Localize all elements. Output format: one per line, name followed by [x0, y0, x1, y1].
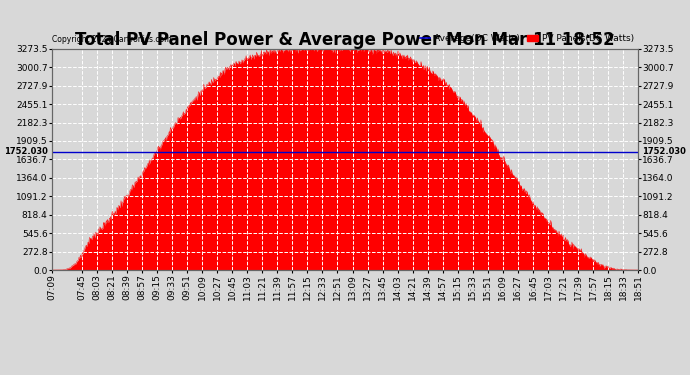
Text: Copyright 2024 Cartronics.com: Copyright 2024 Cartronics.com	[52, 35, 171, 44]
Text: 1752.030: 1752.030	[3, 147, 48, 156]
Legend: Average(DC Watts), PV Panels(DC Watts): Average(DC Watts), PV Panels(DC Watts)	[420, 34, 633, 44]
Title: Total PV Panel Power & Average Power Mon Mar 11 18:52: Total PV Panel Power & Average Power Mon…	[75, 31, 615, 49]
Text: 1752.030: 1752.030	[642, 147, 687, 156]
